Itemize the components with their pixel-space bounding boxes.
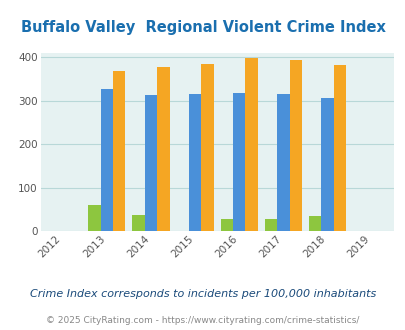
Bar (333, 65, 345, 231)
Bar (201, 64, 213, 231)
Bar (264, 219, 277, 231)
Bar (100, 89, 113, 231)
Bar (113, 71, 125, 231)
Bar (245, 58, 257, 231)
Text: Crime Index corresponds to incidents per 100,000 inhabitants: Crime Index corresponds to incidents per… (30, 289, 375, 299)
Text: Buffalo Valley  Regional Violent Crime Index: Buffalo Valley Regional Violent Crime In… (21, 20, 384, 35)
Bar (321, 98, 333, 231)
Bar (277, 94, 289, 231)
Bar (289, 60, 301, 231)
Bar (232, 93, 245, 231)
Bar (220, 219, 232, 231)
Text: © 2025 CityRating.com - https://www.cityrating.com/crime-statistics/: © 2025 CityRating.com - https://www.city… (46, 315, 359, 325)
Bar (88, 205, 100, 231)
Bar (308, 216, 321, 231)
Bar (188, 94, 201, 231)
Bar (157, 67, 169, 231)
Bar (145, 94, 157, 231)
Bar (132, 215, 145, 231)
